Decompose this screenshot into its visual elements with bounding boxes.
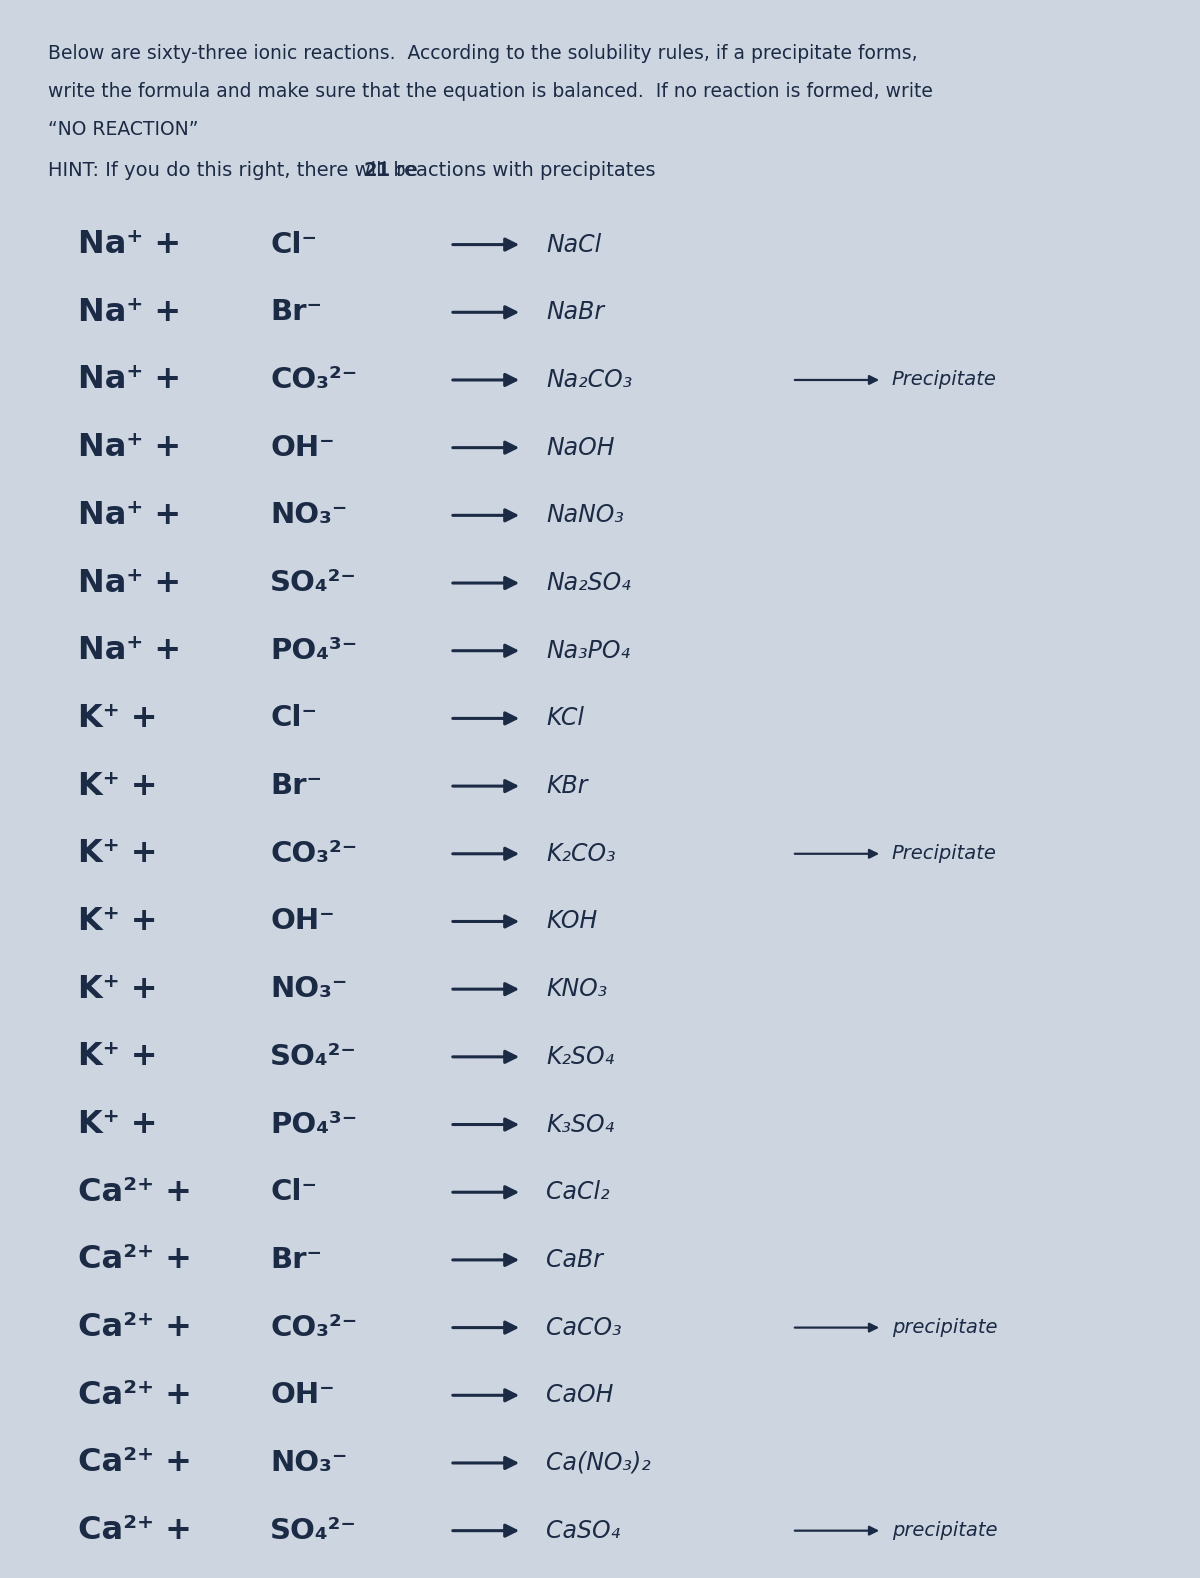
- Text: CaBr: CaBr: [546, 1248, 604, 1272]
- Text: K₃SO₄: K₃SO₄: [546, 1112, 614, 1136]
- Text: KCl: KCl: [546, 707, 584, 731]
- Text: K₂CO₃: K₂CO₃: [546, 841, 616, 866]
- Text: Br⁻: Br⁻: [270, 772, 322, 800]
- Text: Na⁺ +: Na⁺ +: [78, 432, 181, 464]
- Text: CaSO₄: CaSO₄: [546, 1518, 620, 1543]
- Text: CO₃²⁻: CO₃²⁻: [270, 839, 358, 868]
- Text: Na⁺ +: Na⁺ +: [78, 229, 181, 260]
- Text: 21: 21: [364, 161, 391, 180]
- Text: NO₃⁻: NO₃⁻: [270, 1449, 347, 1477]
- Text: NaNO₃: NaNO₃: [546, 503, 624, 527]
- Text: reactions with precipitates: reactions with precipitates: [390, 161, 655, 180]
- Text: SO₄²⁻: SO₄²⁻: [270, 1043, 356, 1071]
- Text: CaCO₃: CaCO₃: [546, 1316, 622, 1340]
- Text: NaOH: NaOH: [546, 436, 614, 459]
- Text: Na⁺ +: Na⁺ +: [78, 500, 181, 530]
- Text: Cl⁻: Cl⁻: [270, 704, 317, 732]
- Text: KBr: KBr: [546, 775, 588, 798]
- Text: KOH: KOH: [546, 909, 598, 934]
- Text: Precipitate: Precipitate: [892, 371, 996, 390]
- Text: K⁺ +: K⁺ +: [78, 906, 157, 937]
- Text: K⁺ +: K⁺ +: [78, 702, 157, 734]
- Text: CaOH: CaOH: [546, 1384, 613, 1408]
- Text: PO₄³⁻: PO₄³⁻: [270, 1111, 358, 1139]
- Text: Ca(NO₃)₂: Ca(NO₃)₂: [546, 1452, 650, 1475]
- Text: Cl⁻: Cl⁻: [270, 230, 317, 259]
- Text: CaCl₂: CaCl₂: [546, 1180, 610, 1204]
- Text: K⁺ +: K⁺ +: [78, 838, 157, 869]
- Text: Ca²⁺ +: Ca²⁺ +: [78, 1177, 192, 1207]
- Text: Br⁻: Br⁻: [270, 298, 322, 327]
- Text: Na₂CO₃: Na₂CO₃: [546, 368, 632, 391]
- Text: precipitate: precipitate: [892, 1318, 997, 1337]
- Text: Ca²⁺ +: Ca²⁺ +: [78, 1515, 192, 1546]
- Text: Na⁺ +: Na⁺ +: [78, 568, 181, 598]
- Text: Cl⁻: Cl⁻: [270, 1179, 317, 1206]
- Text: Ca²⁺ +: Ca²⁺ +: [78, 1311, 192, 1343]
- Text: NO₃⁻: NO₃⁻: [270, 975, 347, 1004]
- Text: K₂SO₄: K₂SO₄: [546, 1045, 614, 1068]
- Text: OH⁻: OH⁻: [270, 434, 335, 462]
- Text: PO₄³⁻: PO₄³⁻: [270, 636, 358, 664]
- Text: precipitate: precipitate: [892, 1521, 997, 1540]
- Text: NaCl: NaCl: [546, 232, 601, 257]
- Text: Ca²⁺ +: Ca²⁺ +: [78, 1379, 192, 1411]
- Text: K⁺ +: K⁺ +: [78, 1041, 157, 1073]
- Text: SO₄²⁻: SO₄²⁻: [270, 1516, 356, 1545]
- Text: Na₃PO₄: Na₃PO₄: [546, 639, 630, 663]
- Text: K⁺ +: K⁺ +: [78, 770, 157, 802]
- Text: “NO REACTION”: “NO REACTION”: [48, 120, 198, 139]
- Text: NaBr: NaBr: [546, 300, 604, 323]
- Text: Na⁺ +: Na⁺ +: [78, 365, 181, 396]
- Text: Br⁻: Br⁻: [270, 1247, 322, 1273]
- Text: Na⁺ +: Na⁺ +: [78, 297, 181, 328]
- Text: Below are sixty-three ionic reactions.  According to the solubility rules, if a : Below are sixty-three ionic reactions. A…: [48, 44, 918, 63]
- Text: NO₃⁻: NO₃⁻: [270, 502, 347, 529]
- Text: CO₃²⁻: CO₃²⁻: [270, 366, 358, 394]
- Text: Na₂SO₄: Na₂SO₄: [546, 571, 631, 595]
- Text: Precipitate: Precipitate: [892, 844, 996, 863]
- Text: Ca²⁺ +: Ca²⁺ +: [78, 1245, 192, 1275]
- Text: CO₃²⁻: CO₃²⁻: [270, 1313, 358, 1341]
- Text: write the formula and make sure that the equation is balanced.  If no reaction i: write the formula and make sure that the…: [48, 82, 932, 101]
- Text: K⁺ +: K⁺ +: [78, 974, 157, 1005]
- Text: OH⁻: OH⁻: [270, 1381, 335, 1409]
- Text: HINT: If you do this right, there will be: HINT: If you do this right, there will b…: [48, 161, 424, 180]
- Text: SO₄²⁻: SO₄²⁻: [270, 570, 356, 596]
- Text: K⁺ +: K⁺ +: [78, 1109, 157, 1139]
- Text: KNO₃: KNO₃: [546, 977, 607, 1000]
- Text: OH⁻: OH⁻: [270, 907, 335, 936]
- Text: Ca²⁺ +: Ca²⁺ +: [78, 1447, 192, 1479]
- Text: Na⁺ +: Na⁺ +: [78, 636, 181, 666]
